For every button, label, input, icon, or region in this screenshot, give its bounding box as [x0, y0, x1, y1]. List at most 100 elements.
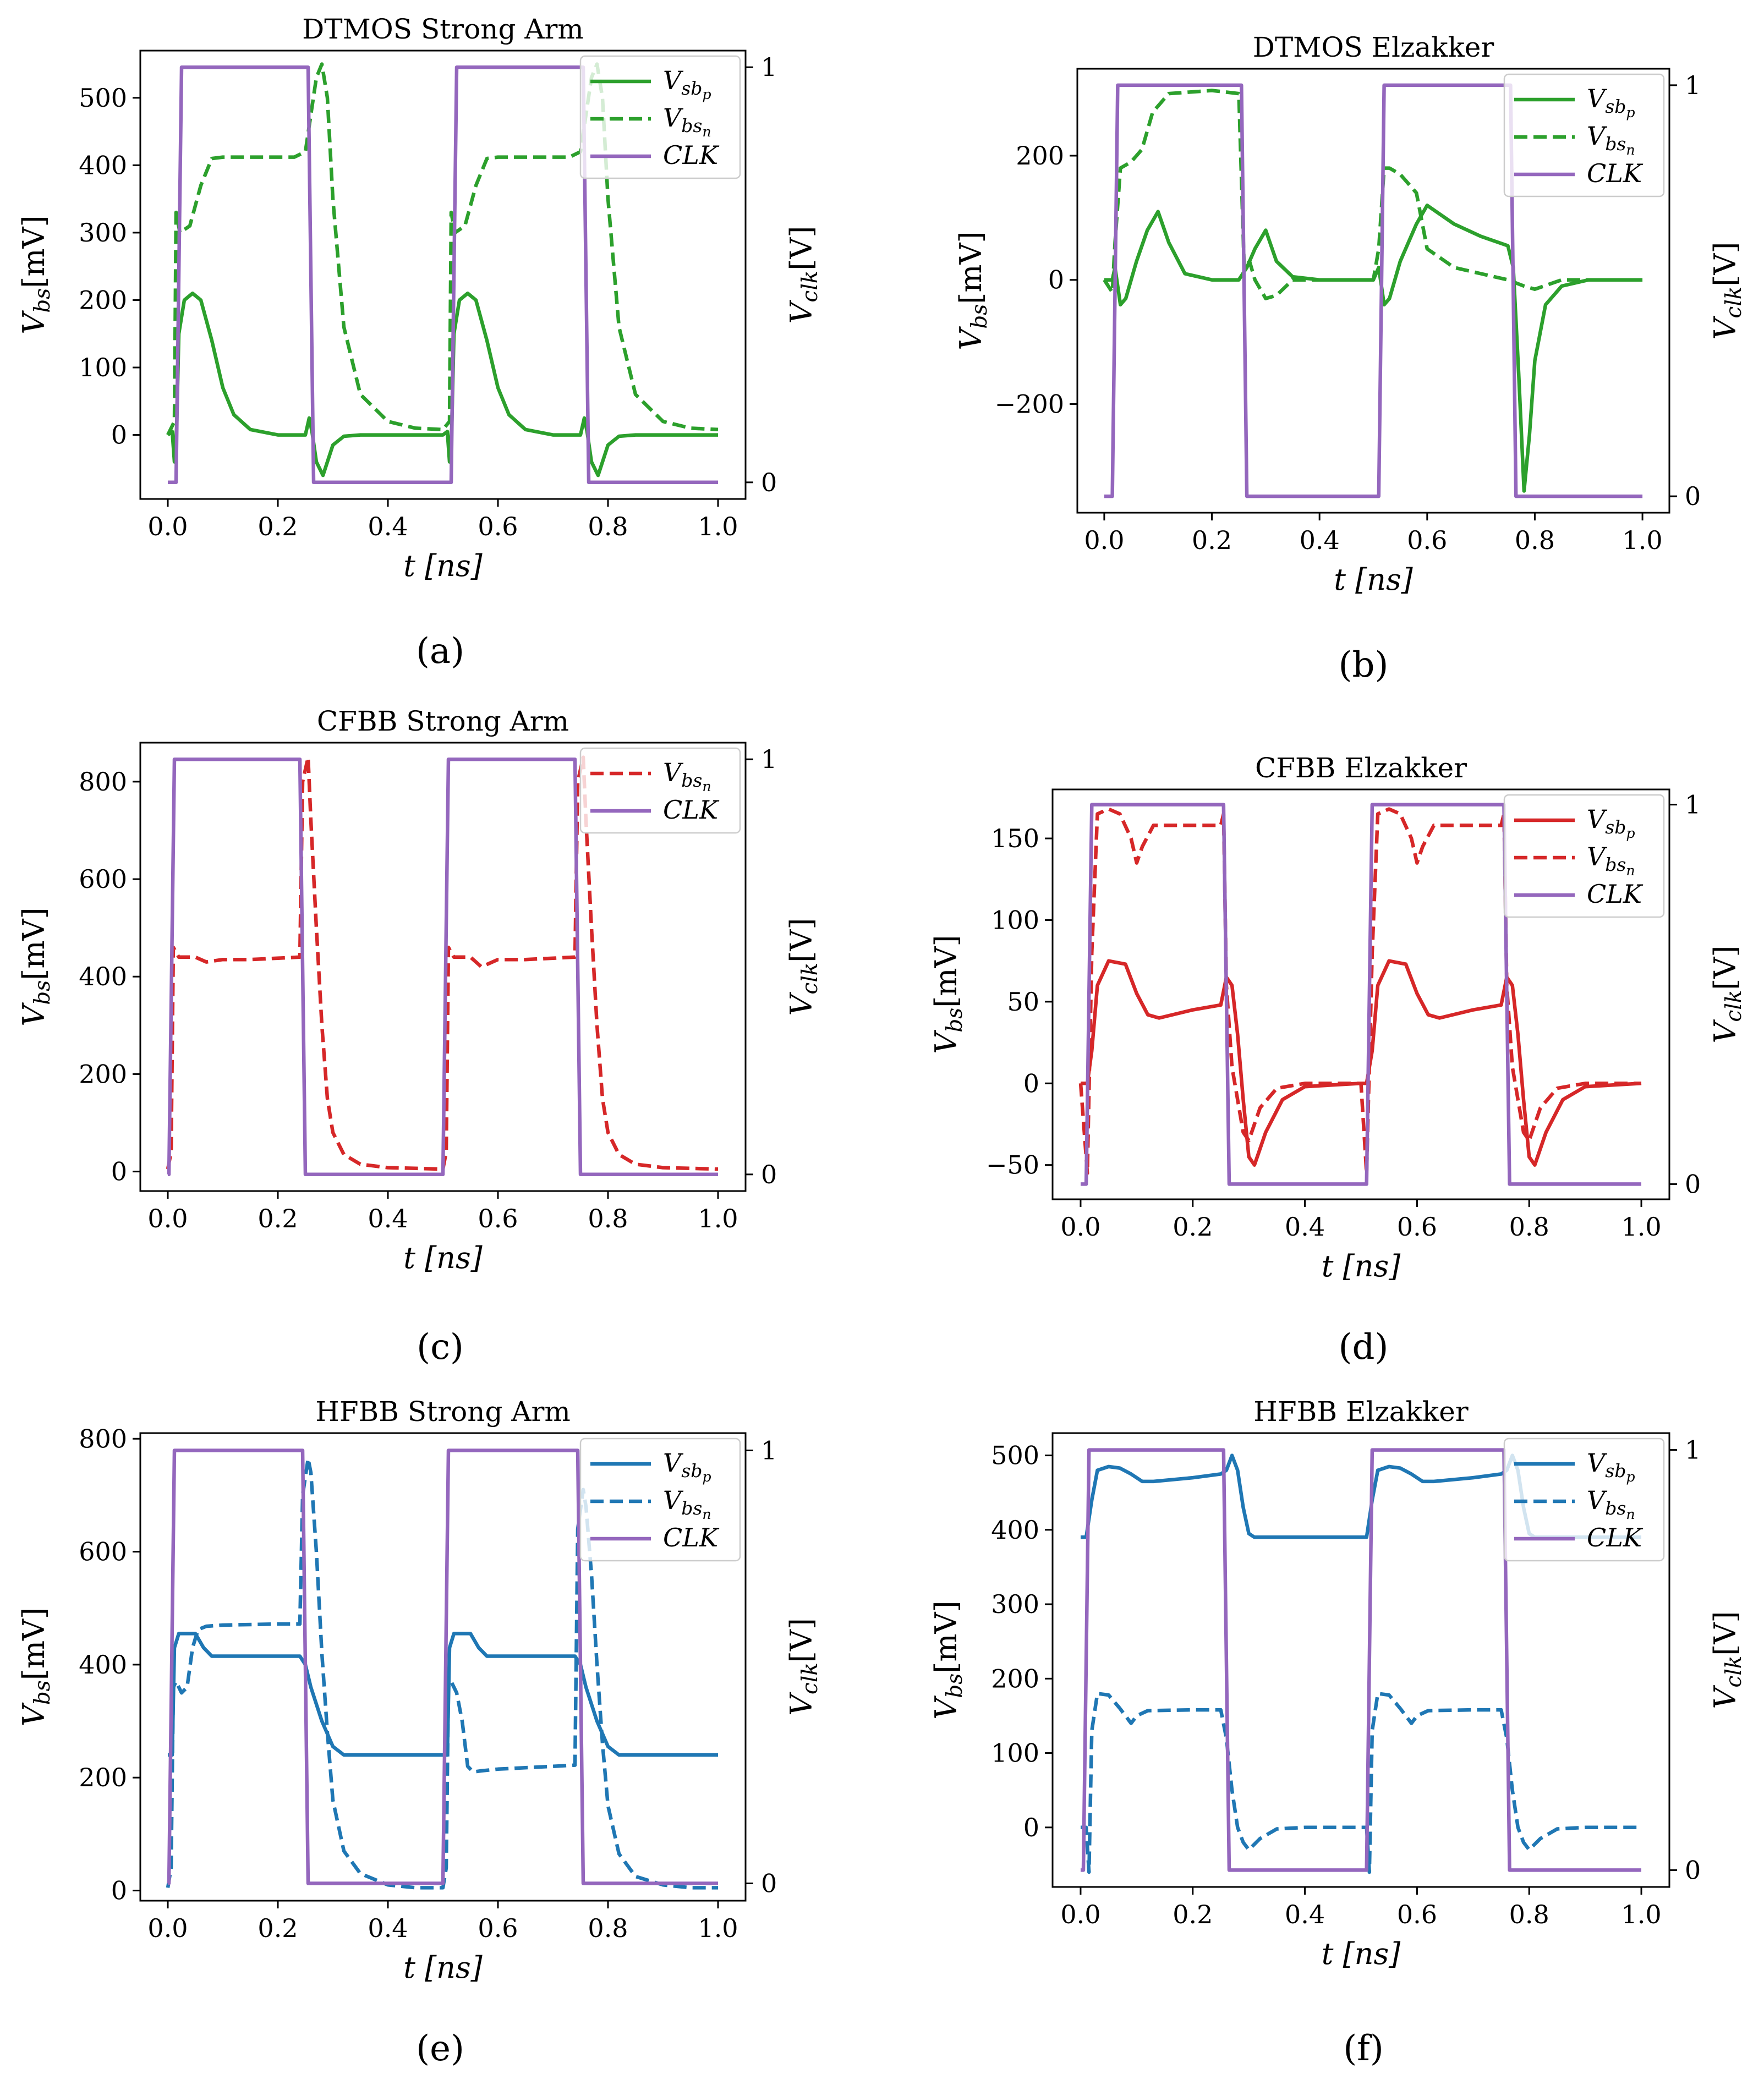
x-tick-label: 0.8	[1509, 1212, 1549, 1242]
legend-label: Vbsn	[663, 1485, 711, 1522]
legend-label: CLK	[663, 1523, 720, 1552]
series-line-v-sbp	[167, 291, 718, 478]
x-tick-label: 0.8	[588, 512, 628, 541]
y-tick-label: 400	[79, 1650, 127, 1680]
y-tick-label: 100	[79, 353, 127, 382]
x-tick-label: 0.0	[1060, 1212, 1100, 1242]
x-axis-label: t [ns]	[1322, 1249, 1401, 1283]
y-tick-label: 300	[991, 1589, 1039, 1619]
series-line-clk	[1104, 83, 1643, 498]
x-tick-label: 0.0	[147, 1913, 188, 1943]
x-axis-label: t [ns]	[403, 548, 483, 583]
chart-panel-e: 0.0 0.2 0.4 0.6 0.8 1.0 0 200 400 600 800 0 1 HFBB St…	[17, 1396, 823, 2069]
series-line-v-sbp	[1081, 959, 1642, 1167]
y-tick-label: 200	[79, 285, 127, 315]
x-tick-label: 0.4	[1285, 1900, 1325, 1929]
y-tick-label: 0	[111, 1876, 127, 1906]
axes-frame	[1076, 68, 1670, 514]
chart-panel-c: 0.0 0.2 0.4 0.6 0.8 1.0 0 200 400 600 800 0 1 CFBB St…	[17, 705, 823, 1368]
x-tick-label: 1.0	[698, 1204, 738, 1233]
axes-frame	[139, 742, 747, 1192]
series-line-v-bsn	[1103, 89, 1643, 300]
legend-label: Vsbp	[1587, 804, 1635, 841]
y2-tick-label: 0	[1685, 1169, 1701, 1199]
y-tick-label: 400	[79, 962, 127, 991]
x-tick-label: 0.6	[478, 512, 518, 541]
x-tick-label: 0.2	[1173, 1212, 1213, 1242]
x-tick-label: 0.0	[1060, 1900, 1100, 1929]
series-line-v-sbp	[168, 1632, 718, 1757]
axes-frame	[1051, 788, 1670, 1200]
subfigure-caption: (e)	[416, 2028, 464, 2069]
y-tick-label: 0	[1023, 1068, 1039, 1098]
legend-label: Vsbp	[1587, 1448, 1635, 1485]
x-tick-label: 1.0	[698, 1913, 738, 1943]
x-tick-label: 0.8	[1515, 525, 1555, 555]
legend-label: CLK	[663, 795, 720, 825]
x-axis-label: t [ns]	[403, 1241, 483, 1275]
x-tick-label: 0.2	[1192, 525, 1232, 555]
x-axis-label: t [ns]	[1322, 1936, 1401, 1971]
x-tick-label: 1.0	[1621, 1900, 1661, 1929]
chart-panel-a: 0.0 0.2 0.4 0.6 0.8 1.0 0 100 200 300 400 500 0 1 DTMO…	[17, 13, 823, 672]
x-tick-label: 0.8	[1509, 1900, 1549, 1929]
chart-title: DTMOS Strong Arm	[302, 13, 584, 45]
chart-title: HFBB Strong Arm	[315, 1396, 571, 1428]
x-tick-label: 0.6	[1407, 525, 1447, 555]
y-axis-label: Vbs[mV]	[17, 1607, 55, 1726]
legend-label: Vsbp	[663, 1448, 711, 1485]
x-tick-label: 0.4	[368, 1913, 408, 1943]
axes-frame	[139, 1432, 747, 1902]
x-tick-label: 0.2	[1173, 1900, 1213, 1929]
x-tick-label: 0.2	[258, 1204, 298, 1233]
y-tick-label: 200	[991, 1664, 1039, 1693]
y-tick-label: 100	[991, 1738, 1039, 1768]
legend-label: Vbsn	[663, 103, 711, 140]
series-line-v-bsn	[1081, 1692, 1641, 1874]
y-tick-label: 600	[79, 864, 127, 894]
legend-label: Vbsn	[1587, 1485, 1635, 1522]
series-line-v-bsn	[166, 1456, 718, 1890]
y-tick-label: 0	[1023, 1813, 1039, 1842]
y2-tick-label: 1	[1685, 1435, 1701, 1465]
x-tick-label: 0.2	[258, 1913, 298, 1943]
x-tick-label: 0.0	[147, 1204, 188, 1233]
legend-label: CLK	[1587, 1523, 1644, 1552]
y-axis-label: Vbs[mV]	[929, 1600, 967, 1719]
y-axis-label: Vbs[mV]	[17, 907, 55, 1026]
x-tick-label: 1.0	[1621, 1212, 1661, 1242]
y-tick-label: 500	[991, 1441, 1039, 1471]
x-axis-label: t [ns]	[403, 1950, 483, 1985]
series-line-clk	[168, 65, 718, 485]
axes-frame	[1051, 1432, 1670, 1888]
y2-tick-label: 0	[761, 468, 777, 497]
y-tick-label: 0	[1048, 265, 1064, 295]
y2-tick-label: 0	[761, 1160, 777, 1189]
x-tick-label: 0.8	[588, 1913, 628, 1943]
series-line-clk	[167, 1448, 718, 1885]
chart-title: DTMOS Elzakker	[1253, 31, 1494, 63]
series-line-clk	[167, 757, 718, 1177]
y2-tick-label: 1	[761, 52, 777, 82]
subfigure-caption: (d)	[1339, 1327, 1389, 1368]
x-tick-label: 0.6	[1397, 1900, 1437, 1929]
x-tick-label: 0.0	[1084, 525, 1124, 555]
legend-label: Vbsn	[1587, 842, 1635, 879]
x-tick-label: 0.4	[368, 1204, 408, 1233]
y-axis-label: Vbs[mV]	[17, 215, 55, 334]
chart-title: CFBB Elzakker	[1255, 752, 1467, 784]
x-tick-label: 0.6	[1397, 1212, 1437, 1242]
x-tick-label: 0.8	[588, 1204, 628, 1233]
x-tick-label: 1.0	[1623, 525, 1663, 555]
y-tick-label: 100	[991, 905, 1039, 935]
y-tick-label: 150	[991, 824, 1039, 853]
y-tick-label: 0	[111, 420, 127, 450]
y-tick-label: −50	[986, 1150, 1039, 1180]
legend-label: CLK	[1587, 158, 1644, 188]
